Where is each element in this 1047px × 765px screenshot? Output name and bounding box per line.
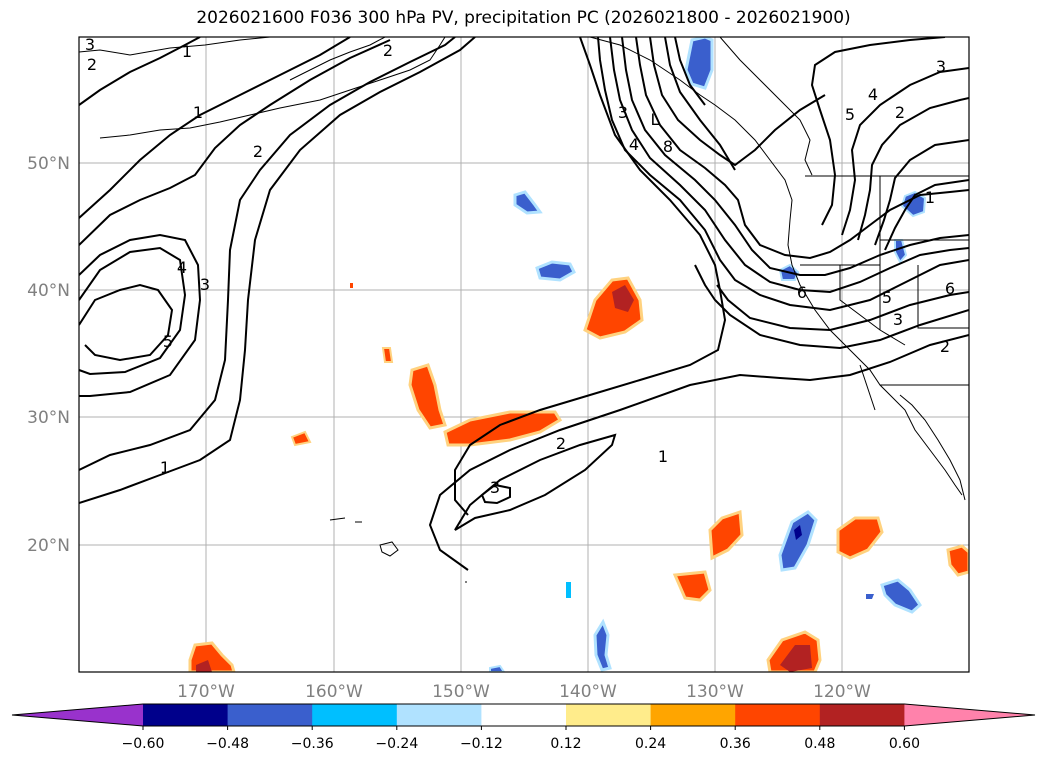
colorbar-segment	[396, 704, 482, 726]
colorbar-tick-label: 0.24	[635, 736, 666, 752]
contour-labels: 3 2 1 1 2 4 3 5 3 4 L 8 2 3 1 5 4 2 3 6 …	[85, 35, 955, 497]
contour-label: 2	[556, 434, 566, 453]
precip-blob	[443, 410, 563, 447]
colorbar: −0.60 −0.48 −0.36 −0.24 −0.12 0.12 0.24 0.36 0.4…	[11, 703, 1036, 752]
contour-label: 4	[629, 135, 639, 154]
precip-negative-areas	[489, 37, 927, 672]
contour-label: 6	[945, 279, 955, 298]
lon-labels: 170°W 160°W 150°W 140°W 130°W 120°W	[177, 682, 871, 702]
lat-label: 30°N	[27, 408, 70, 428]
pv-contours	[79, 37, 969, 571]
contour-label: 2	[87, 55, 97, 74]
colorbar-segment	[143, 704, 229, 726]
precip-blob	[350, 283, 353, 288]
lon-label: 170°W	[177, 682, 235, 702]
precip-blob	[290, 430, 312, 447]
map-title: 2026021600 F036 300 hPa PV, precipitatio…	[196, 8, 851, 28]
precip-blob	[866, 594, 874, 599]
colorbar-tick-label: 0.60	[889, 736, 920, 752]
colorbar-tick-label: −0.36	[291, 736, 334, 752]
precip-blob	[946, 544, 969, 577]
precip-blob	[408, 363, 447, 430]
colorbar-tick-label: 0.36	[720, 736, 751, 752]
contour-label: 4	[177, 258, 187, 277]
map-frame	[78, 36, 970, 673]
contour-label: 2	[253, 142, 263, 161]
precip-blob	[684, 37, 714, 90]
contour-label: 3	[618, 103, 628, 122]
precip-blob	[794, 525, 802, 540]
colorbar-tick-label: −0.12	[460, 736, 503, 752]
colorbar-segment	[312, 704, 398, 726]
colorbar-tick-label: −0.24	[375, 736, 418, 752]
precip-blob	[880, 578, 922, 614]
lon-label: 130°W	[686, 682, 744, 702]
contour-label: 2	[383, 41, 393, 60]
contour-label: L	[651, 110, 660, 129]
lat-labels: 50°N 40°N 30°N 20°N	[27, 154, 70, 556]
contour-label: 2	[940, 337, 950, 356]
colorbar-segment	[566, 704, 652, 726]
colorbar-segment	[650, 704, 736, 726]
coastlines	[79, 37, 966, 583]
precip-blob	[708, 509, 744, 561]
colorbar-tick-label: −0.48	[206, 736, 249, 752]
contour-label: 5	[163, 332, 173, 351]
precip-blob	[489, 664, 506, 672]
precip-blob	[672, 570, 712, 602]
lat-label: 40°N	[27, 281, 70, 301]
precip-blob	[593, 618, 612, 672]
contour-label: 4	[868, 85, 878, 104]
contour-label: 3	[893, 310, 903, 329]
map-area	[79, 37, 969, 672]
contour-label: 3	[200, 275, 210, 294]
precip-blob	[612, 285, 634, 312]
contour-label: 1	[193, 103, 203, 122]
contour-label: 3	[85, 35, 95, 54]
lon-label: 160°W	[305, 682, 363, 702]
colorbar-tick-label: 0.48	[804, 736, 835, 752]
contour-label: 1	[160, 458, 170, 477]
colorbar-extension-low	[12, 704, 143, 726]
borders	[800, 175, 969, 386]
contour-label: 5	[845, 105, 855, 124]
precip-blob	[196, 660, 212, 672]
precip-blob	[780, 645, 812, 672]
precip-positive-areas	[188, 276, 969, 672]
colorbar-extension-high	[904, 704, 1035, 726]
colorbar-segment	[227, 704, 313, 726]
precip-blob	[778, 510, 818, 572]
contour-label: 1	[182, 42, 192, 61]
precip-blob	[566, 582, 571, 598]
precip-blob	[836, 516, 884, 560]
colorbar-segment	[735, 704, 821, 726]
colorbar-segment	[481, 704, 567, 726]
lon-label: 120°W	[813, 682, 871, 702]
precip-blob	[381, 347, 394, 363]
lon-label: 150°W	[432, 682, 490, 702]
precip-blob	[513, 190, 543, 215]
colorbar-segment	[819, 704, 905, 726]
lon-label: 140°W	[559, 682, 617, 702]
contour-label: 2	[895, 103, 905, 122]
contour-label: 3	[490, 478, 500, 497]
precip-blob	[900, 190, 927, 218]
precip-blob	[535, 260, 576, 282]
colorbar-tick-label: 0.12	[550, 736, 581, 752]
contour-label: 8	[663, 137, 673, 156]
contour-label: 1	[925, 188, 935, 207]
colorbar-tick-label: −0.60	[122, 736, 165, 752]
contour-label: 1	[658, 447, 668, 466]
contour-label: 5	[882, 288, 892, 307]
lat-label: 50°N	[27, 154, 70, 174]
contour-label: 3	[936, 57, 946, 76]
lat-label: 20°N	[27, 536, 70, 556]
contour-label: 6	[797, 283, 807, 302]
